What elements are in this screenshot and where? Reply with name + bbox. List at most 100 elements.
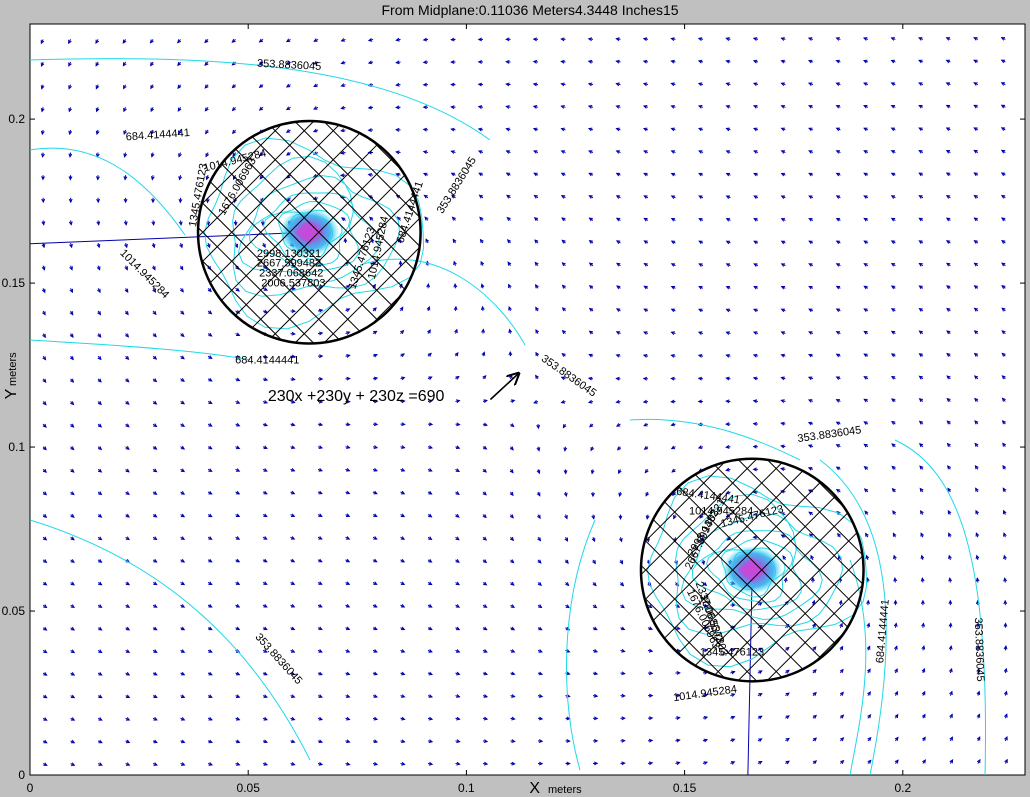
vector-arrow-head (70, 401, 75, 406)
vector-arrow-head (918, 330, 923, 335)
vector-arrow-head (177, 107, 182, 112)
vector-arrow-head (42, 423, 47, 428)
y-axis-label-sub: meters (7, 352, 19, 386)
vector-arrow-head (483, 716, 489, 721)
vector-arrow-head (480, 305, 485, 311)
vector-arrow-head (564, 537, 569, 542)
vector-arrow-head (477, 150, 483, 154)
vector-arrow-head (235, 604, 241, 608)
vector-arrow-head (642, 353, 648, 358)
vector-arrow-head (918, 59, 923, 64)
vector-arrow-head (643, 331, 648, 335)
vector-arrow-head (42, 491, 48, 496)
vector-arrow-head (43, 739, 48, 744)
vector-arrow-head (894, 736, 899, 741)
vector-arrow-head (863, 263, 868, 267)
vector-arrow-head (808, 285, 813, 290)
vector-arrow-head (973, 240, 978, 244)
contour-label: 2667.599482 (257, 258, 321, 270)
vector-arrow-head (676, 671, 681, 675)
vector-arrow-head (428, 694, 434, 698)
vector-arrow-head (812, 714, 818, 719)
vector-arrow-head (96, 198, 101, 204)
vector-arrow-head (752, 331, 758, 335)
vector-arrow-head (125, 671, 131, 676)
vector-arrow-head (621, 738, 626, 743)
vector-arrow-head (731, 670, 736, 675)
vector-arrow-head (670, 399, 675, 404)
vector-arrow-head (974, 397, 979, 402)
vector-arrow-head (318, 376, 324, 381)
vector-arrow-head (593, 604, 598, 609)
vector-arrow-head (422, 127, 428, 132)
vector-arrow-head (150, 84, 154, 90)
vector-arrow-head (752, 490, 757, 495)
vector-arrow-head (456, 671, 461, 676)
vector-arrow-head (507, 261, 512, 266)
vector-arrow-head (890, 285, 896, 290)
vector-arrow-head (1003, 667, 1008, 673)
vector-arrow-head (975, 487, 979, 492)
vector-arrow-head (428, 558, 433, 563)
vector-arrow-head (725, 195, 731, 199)
vector-arrow-head (863, 195, 868, 199)
vector-arrow-head (180, 445, 186, 450)
vector-arrow-head (918, 217, 923, 222)
vector-arrow-head (263, 649, 268, 653)
vector-arrow-head (615, 376, 620, 381)
vector-arrow-head (258, 106, 264, 111)
vector-arrow-head (450, 172, 455, 177)
contour-line (263, 200, 351, 266)
vector-arrow-head (808, 127, 813, 132)
vector-arrow-head (676, 738, 681, 743)
vector-arrow-head (41, 176, 45, 181)
vector-arrow-head (70, 491, 75, 496)
vector-arrow-head (452, 238, 457, 243)
vector-arrow-head (125, 400, 130, 405)
vector-arrow-head (263, 626, 268, 631)
vector-arrow-head (401, 739, 406, 744)
contour-label: 684.4144441 (125, 127, 190, 143)
vector-arrow-head (1001, 397, 1006, 402)
vector-arrow-head (587, 376, 593, 381)
hatch-line (640, 458, 758, 682)
vector-arrow-head (618, 537, 623, 543)
vector-arrow-head (125, 513, 130, 518)
vector-arrow-head (948, 645, 953, 650)
vector-arrow-head (208, 716, 213, 721)
vector-arrow-head (975, 532, 980, 537)
vector-arrow-head (204, 107, 209, 112)
vector-arrow-head (180, 604, 186, 608)
vector-arrow-head (863, 353, 868, 358)
vector-arrow-head (892, 532, 897, 537)
x-axis-label-main: X (529, 780, 540, 797)
hatch-line (352, 120, 421, 344)
vector-arrow-head (318, 716, 324, 721)
vector-arrow-head (891, 465, 896, 470)
vector-arrow-head (1004, 735, 1008, 741)
vector-arrow-head (537, 581, 543, 586)
vector-arrow-head (208, 581, 213, 585)
vector-arrow-head (427, 352, 432, 357)
vector-arrow-head (263, 287, 269, 291)
hatch-line (737, 458, 864, 682)
vector-arrow-head (673, 515, 677, 520)
vector-arrow-head (482, 468, 488, 473)
vector-arrow-head (340, 60, 345, 65)
vector-arrow-head (704, 648, 709, 653)
vector-arrow-head (455, 491, 460, 495)
vector-arrow-head (780, 150, 785, 154)
vector-arrow-head (43, 581, 48, 586)
hatch-line (679, 458, 864, 682)
vector-arrow-head (290, 626, 296, 631)
vector-arrow-head (725, 399, 730, 404)
vector-arrow-head (946, 307, 951, 312)
vector-arrow-head (697, 422, 703, 427)
vector-arrow-head (973, 352, 979, 357)
vector-arrow-head (208, 423, 213, 427)
vector-arrow-head (621, 761, 626, 766)
vector-arrow-head (1001, 239, 1006, 244)
vector-arrow-head (428, 376, 433, 380)
y-tick-label: 0 (18, 768, 25, 782)
vector-arrow-head (318, 581, 323, 585)
